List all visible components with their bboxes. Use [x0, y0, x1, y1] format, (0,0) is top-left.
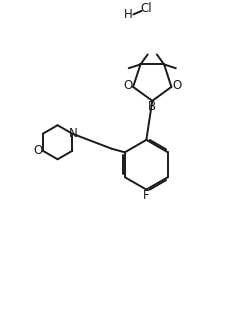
Text: B: B: [148, 100, 156, 113]
Text: F: F: [143, 189, 150, 202]
Text: H: H: [124, 8, 133, 21]
Text: O: O: [33, 144, 42, 157]
Text: Cl: Cl: [140, 2, 152, 15]
Text: O: O: [123, 79, 132, 92]
Text: N: N: [69, 127, 77, 140]
Text: O: O: [172, 79, 181, 92]
